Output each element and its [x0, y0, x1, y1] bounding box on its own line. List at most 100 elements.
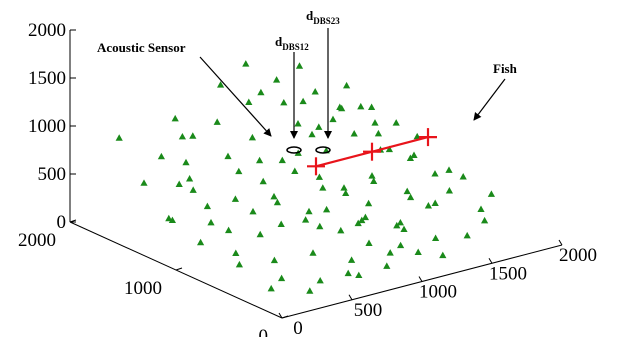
fish-point [295, 62, 304, 69]
fish-point [311, 88, 319, 95]
distance-marker-12 [286, 146, 302, 154]
fish-point [175, 180, 183, 187]
fish-point [323, 205, 331, 213]
fish-point [249, 207, 257, 215]
fish-point [115, 134, 123, 141]
fish-point [302, 216, 310, 223]
fish-point [305, 207, 313, 215]
fish-point [178, 132, 186, 140]
x-tick-mark [348, 294, 353, 301]
fish-point [445, 166, 453, 173]
fish-point [397, 241, 405, 249]
fish-point [213, 118, 221, 125]
fish-point [477, 205, 485, 212]
fish-point [487, 190, 495, 197]
fish-point [257, 88, 265, 96]
dbs23-label-main: d [306, 8, 314, 23]
z-tick-label: 500 [38, 164, 67, 185]
fish-point [270, 192, 278, 200]
y-tick-label: 2000 [18, 230, 56, 251]
fish-point [481, 216, 489, 224]
z-tick-label: 0 [57, 212, 67, 233]
fish-point [344, 269, 352, 277]
fish-point [231, 195, 239, 202]
fish-point [203, 202, 211, 210]
fish-point [365, 239, 373, 246]
acoustic-sensor-arrow [199, 56, 272, 137]
fish-point [385, 145, 393, 153]
fish-point [431, 170, 439, 177]
fish-point [368, 172, 376, 179]
fish-point [414, 248, 422, 255]
fish-point [348, 256, 356, 263]
x-tick-label: 1500 [489, 263, 527, 284]
fish-point [459, 173, 467, 180]
fish-point [400, 225, 408, 233]
fish-point [374, 129, 382, 137]
fish-point [368, 103, 376, 111]
x-tick-label: 0 [293, 318, 303, 337]
fish-point [361, 213, 369, 221]
dbs12-label-main: d [275, 34, 283, 49]
points-layer [115, 60, 495, 294]
x-tick-mark [278, 312, 283, 319]
dbs23-label: dDBS23 [306, 8, 340, 26]
fish-point [235, 260, 243, 268]
fish-point [357, 102, 365, 110]
fish-point [294, 119, 302, 127]
fish-point [278, 274, 286, 282]
fish-point [259, 177, 267, 185]
fish-point [186, 175, 194, 182]
y-tick-mark [69, 219, 77, 223]
fish-point [329, 115, 337, 123]
fish-point [403, 187, 411, 195]
x-tick-mark [558, 239, 563, 246]
fish-point [337, 226, 345, 234]
fish-point [207, 218, 215, 226]
fish-point [315, 173, 323, 180]
z-tick-label: 2000 [28, 20, 66, 41]
fish-point [439, 251, 447, 259]
fish-point [370, 177, 378, 184]
fish-point [371, 119, 379, 126]
fish-point [319, 184, 327, 191]
x-tick-mark [488, 257, 493, 264]
y-tick-mark [281, 315, 289, 319]
fish-point [224, 152, 232, 160]
ticks-layer: 0500100015002000010002000050010001500200… [18, 20, 597, 337]
fish-point [407, 193, 415, 201]
fish-point [189, 186, 197, 193]
fish-label: Fish [493, 61, 518, 76]
fish-point [424, 202, 432, 209]
fish-point [299, 97, 307, 105]
fish-point [309, 249, 317, 256]
fish-point [278, 156, 286, 164]
fish-point [410, 151, 418, 159]
y-tick-label: 1000 [124, 278, 162, 299]
fish-point [354, 219, 362, 227]
fish-point [242, 60, 250, 67]
fish-point [277, 220, 285, 227]
fish-point [157, 152, 165, 160]
fish-point [386, 249, 394, 256]
fish-point [340, 184, 348, 191]
fish-point [256, 156, 264, 164]
acoustic-sensor-label: Acoustic Sensor [97, 40, 186, 55]
distance-markers [286, 146, 331, 154]
fish-point [280, 98, 288, 106]
fish-point [463, 231, 471, 239]
fish-point [189, 132, 197, 139]
y-tick-mark [175, 267, 183, 271]
fish-point [270, 256, 278, 264]
fish-point [308, 130, 316, 138]
fish-point [182, 158, 190, 166]
fish-point [355, 271, 363, 279]
fish-point [291, 167, 299, 174]
fish-point [245, 98, 253, 105]
fish-point [383, 262, 391, 269]
x-tick-mark [418, 276, 423, 282]
dbs12-label-sub: DBS12 [282, 42, 309, 52]
fish-point [168, 216, 176, 224]
fish-point [273, 198, 281, 206]
